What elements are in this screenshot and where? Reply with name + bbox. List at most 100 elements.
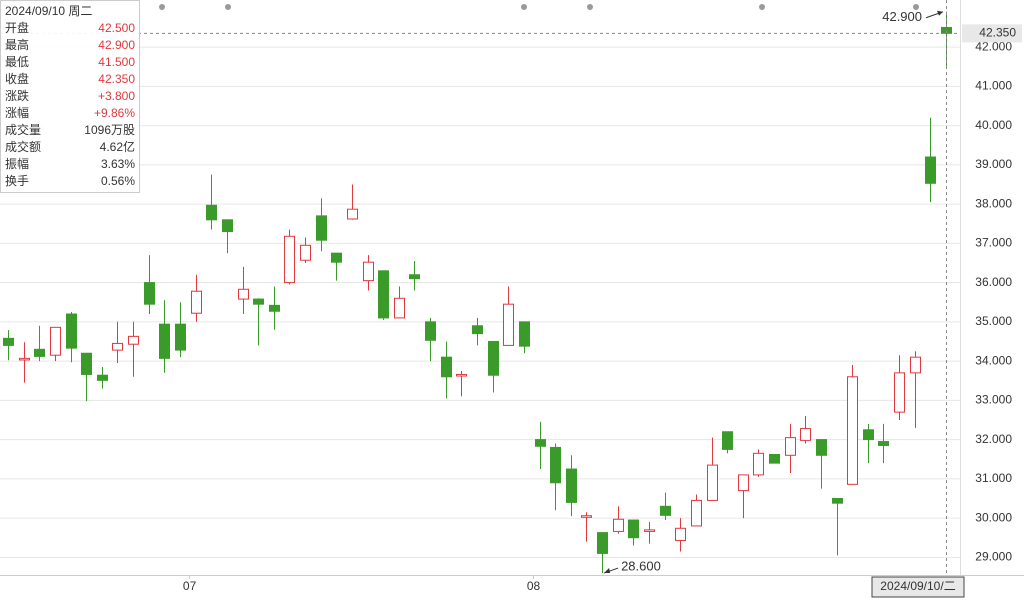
candle-body — [238, 288, 249, 300]
tooltip-key: 换手 — [5, 174, 30, 188]
tooltip-key: 成交额 — [5, 140, 42, 154]
event-dot — [759, 4, 765, 10]
candle-body — [613, 518, 624, 532]
tooltip-key: 收盘 — [5, 72, 30, 86]
candle-body — [691, 499, 702, 527]
candle-body — [394, 297, 405, 319]
candle-body — [253, 298, 264, 305]
tooltip-value: 42.350 — [98, 72, 135, 86]
crosshair-box — [871, 576, 965, 598]
candle-body — [347, 208, 358, 220]
candle-body — [832, 497, 843, 504]
candle-body — [50, 326, 61, 356]
candle-body — [722, 431, 733, 450]
tooltip-row: 开盘 42.500 — [1, 20, 139, 37]
candle-body — [222, 219, 233, 233]
tooltip-row: 涨跌 +3.800 — [1, 88, 139, 105]
tooltip-key: 涨跌 — [5, 89, 30, 103]
candle-body — [175, 323, 186, 351]
candle-body — [503, 303, 514, 346]
tooltip-value: 0.56% — [100, 174, 135, 188]
candle-body — [878, 441, 889, 446]
candle-body — [785, 437, 796, 456]
tooltip-key: 最低 — [5, 55, 30, 69]
tooltip-row: 成交额 4.62亿 — [1, 139, 139, 156]
tooltip-key: 涨幅 — [5, 106, 30, 120]
event-dot — [913, 4, 919, 10]
candle-body — [863, 429, 874, 441]
tooltip-key: 开盘 — [5, 21, 30, 35]
candle-body — [675, 527, 686, 541]
candle-body — [363, 261, 374, 282]
candle-body — [753, 452, 764, 476]
y-tick-label: 42.000 — [975, 39, 1012, 53]
min-arrowhead — [604, 568, 611, 574]
candle-body — [191, 290, 202, 314]
candle-body — [519, 321, 530, 347]
candle-body — [331, 252, 342, 263]
candle-body — [206, 204, 217, 221]
candle-body — [128, 335, 139, 345]
tooltip-row: 换手 0.56% — [1, 173, 139, 190]
x-tick-label: 07 — [183, 579, 197, 593]
tooltip-value: 42.500 — [98, 21, 135, 35]
candle-body — [34, 348, 45, 357]
tooltip-row: 涨幅 +9.86% — [1, 105, 139, 122]
tooltip-key: 最高 — [5, 38, 30, 52]
tooltip-value: 1096万股 — [84, 123, 135, 137]
last-price-label: 42.350 — [979, 26, 1016, 40]
tooltip-value: 4.62亿 — [99, 140, 135, 154]
tooltip-row: 振幅 3.63% — [1, 156, 139, 173]
event-dot — [225, 4, 231, 10]
candle-body — [144, 282, 155, 305]
y-tick-label: 33.000 — [975, 393, 1012, 407]
candle-body — [425, 321, 436, 341]
candle-body — [597, 532, 608, 554]
tooltip-date-row: 2024/09/10 周二 — [1, 3, 139, 20]
tooltip-date: 2024/09/10 周二 — [5, 4, 93, 18]
candle-body — [644, 529, 655, 532]
y-tick-label: 39.000 — [975, 157, 1012, 171]
tooltip-value: 3.63% — [100, 157, 135, 171]
tooltip-value: 42.900 — [98, 38, 135, 52]
candle-body — [66, 313, 77, 349]
candle-body — [300, 244, 311, 261]
y-tick-label: 38.000 — [975, 196, 1012, 210]
candle-body — [488, 340, 499, 376]
candle-body — [660, 505, 671, 516]
y-tick-label: 29.000 — [975, 550, 1012, 564]
event-dot — [159, 4, 165, 10]
y-tick-label: 37.000 — [975, 236, 1012, 250]
candle-body — [707, 464, 718, 501]
y-tick-label: 35.000 — [975, 314, 1012, 328]
tooltip-row: 成交量 1096万股 — [1, 122, 139, 139]
candle-body — [816, 439, 827, 456]
tooltip-row: 最高 42.900 — [1, 37, 139, 54]
event-dot — [521, 4, 527, 10]
tooltip-value: +9.86% — [93, 106, 135, 120]
candle-body — [628, 519, 639, 539]
max-label: 42.900 — [882, 9, 922, 24]
max-arrowhead — [937, 10, 943, 16]
crosshair-label: 2024/09/10/二 — [880, 579, 955, 593]
candle-body — [581, 515, 592, 518]
y-tick-label: 36.000 — [975, 275, 1012, 289]
candle-body — [925, 156, 936, 184]
x-tick-label: 08 — [527, 579, 541, 593]
candle-body — [738, 474, 749, 492]
tooltip-value: +3.800 — [97, 89, 135, 103]
min-label: 28.600 — [621, 558, 661, 573]
candle-body — [3, 337, 14, 346]
tooltip: 2024/09/10 周二 开盘 42.500 最高 42.900 最低 41.500 收盘 4… — [0, 0, 140, 193]
candle-body — [284, 235, 295, 284]
event-dot — [587, 4, 593, 10]
candle-body — [894, 372, 905, 413]
candle-body — [441, 356, 452, 378]
last-price-box — [962, 24, 1022, 43]
tooltip-key: 振幅 — [5, 157, 30, 171]
candle-body — [316, 215, 327, 241]
candle-body — [81, 352, 92, 375]
candle-body — [97, 374, 108, 381]
candle-body — [566, 468, 577, 503]
